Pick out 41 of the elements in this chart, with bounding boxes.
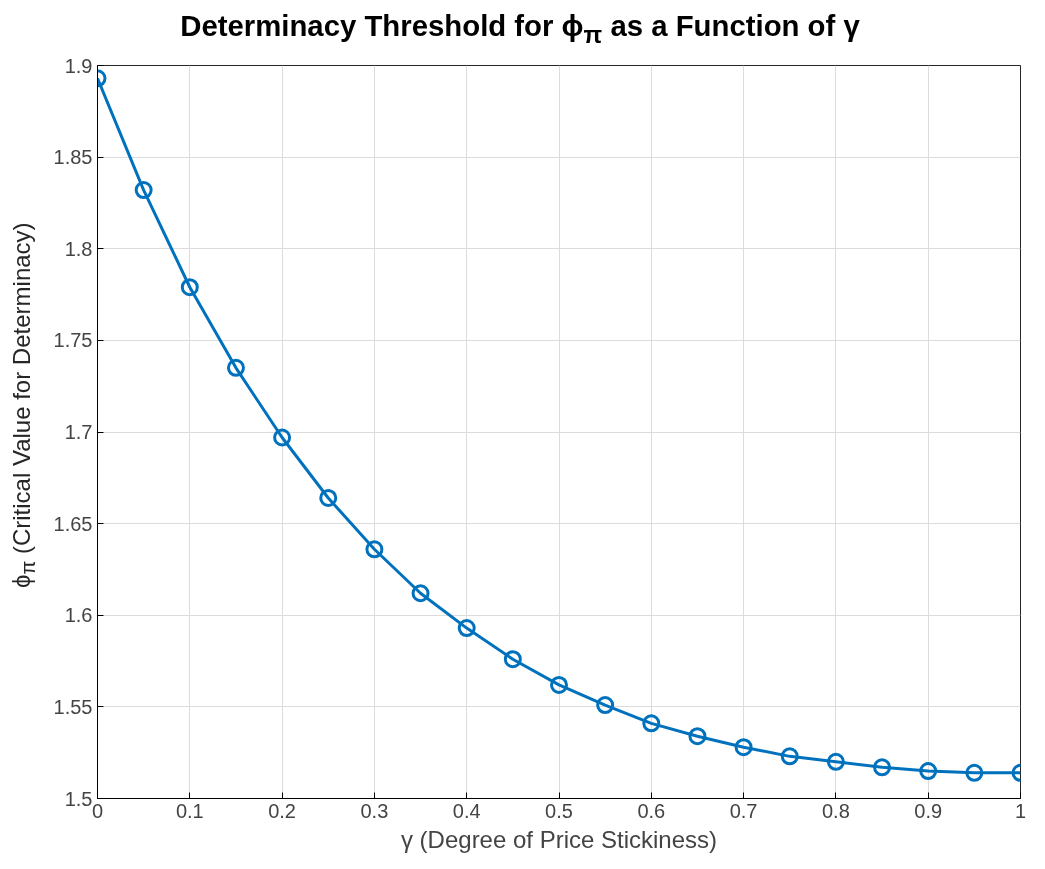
- y-tick-label: 1.85: [53, 146, 93, 169]
- point: [411, 584, 430, 603]
- point: [873, 758, 892, 777]
- point: [550, 675, 568, 694]
- y-tick-label: 1.55: [53, 695, 93, 718]
- point: [134, 181, 153, 200]
- point: [734, 738, 753, 757]
- point: [226, 358, 245, 377]
- x-tick-label: 0.8: [822, 799, 850, 822]
- point: [965, 763, 984, 782]
- point: [919, 762, 938, 780]
- x-tick-label: 0.4: [452, 799, 481, 822]
- point: [642, 714, 661, 733]
- y-tick-label: 1.9: [64, 54, 93, 77]
- chart-title: Determinacy Threshold for ϕ$_{π}$ as a Function of γ: [179, 8, 861, 50]
- point: [596, 696, 615, 715]
- y-tick-label: 1.75: [53, 329, 93, 352]
- y-tick-label: 1.5: [64, 787, 93, 810]
- x-tick-label: 0.9: [914, 799, 943, 822]
- y-tick-label: 1.8: [64, 237, 93, 260]
- y-tick-label: 1.7: [64, 421, 93, 443]
- x-tick-label: 1: [1014, 799, 1027, 822]
- x-tick-label: 0.3: [360, 799, 389, 822]
- y-tick-label: 1.65: [53, 512, 93, 535]
- point: [503, 650, 522, 669]
- point: [319, 488, 338, 507]
- x-tick-label: 0.1: [175, 799, 204, 822]
- point: [457, 619, 476, 638]
- point: [826, 752, 845, 771]
- point: [273, 428, 292, 447]
- point: [180, 278, 199, 297]
- x-tick-label: 0.6: [637, 799, 666, 822]
- x-axis-title: γ (Degree of Price Stickiness): [400, 825, 718, 853]
- x-tick-label: 0.2: [268, 799, 297, 822]
- x-tick-label: 0.5: [545, 799, 573, 822]
- x-tick-label: 0.7: [729, 799, 758, 822]
- y-tick-label: 1.6: [64, 604, 93, 627]
- point: [688, 727, 707, 746]
- x-tick-label: 0: [91, 799, 104, 822]
- point: [780, 747, 799, 766]
- point: [365, 540, 384, 559]
